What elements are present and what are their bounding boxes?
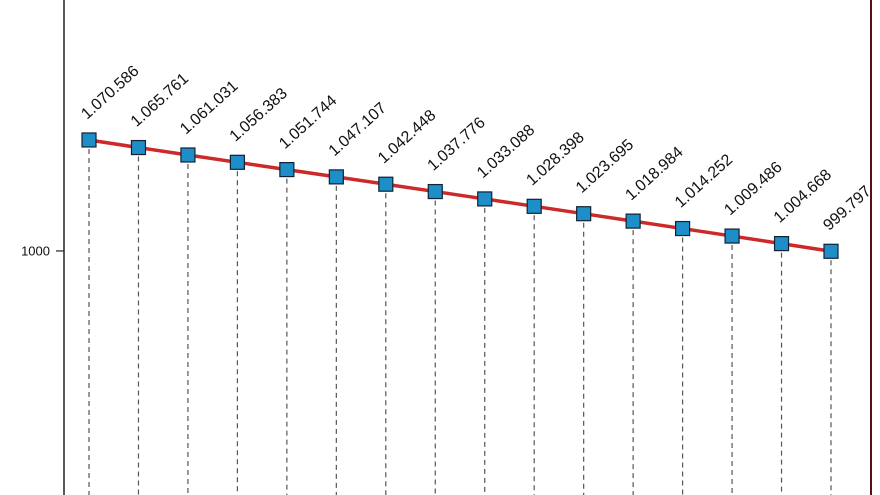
marker [773, 236, 790, 252]
marker [427, 183, 443, 200]
marker [576, 206, 592, 222]
marker [378, 176, 394, 192]
series-line [88, 138, 832, 254]
marker [477, 191, 493, 207]
marker [81, 132, 97, 148]
marker [130, 139, 147, 156]
marker [674, 220, 691, 237]
marker [279, 161, 295, 178]
y-tick-label: 1000 [21, 243, 50, 258]
marker [180, 147, 196, 163]
data-label: 999.797 [820, 183, 874, 234]
marker [625, 213, 641, 229]
marker [526, 198, 542, 214]
marker [823, 243, 839, 259]
marker [328, 169, 344, 185]
marker [229, 154, 245, 170]
marker [724, 228, 740, 244]
